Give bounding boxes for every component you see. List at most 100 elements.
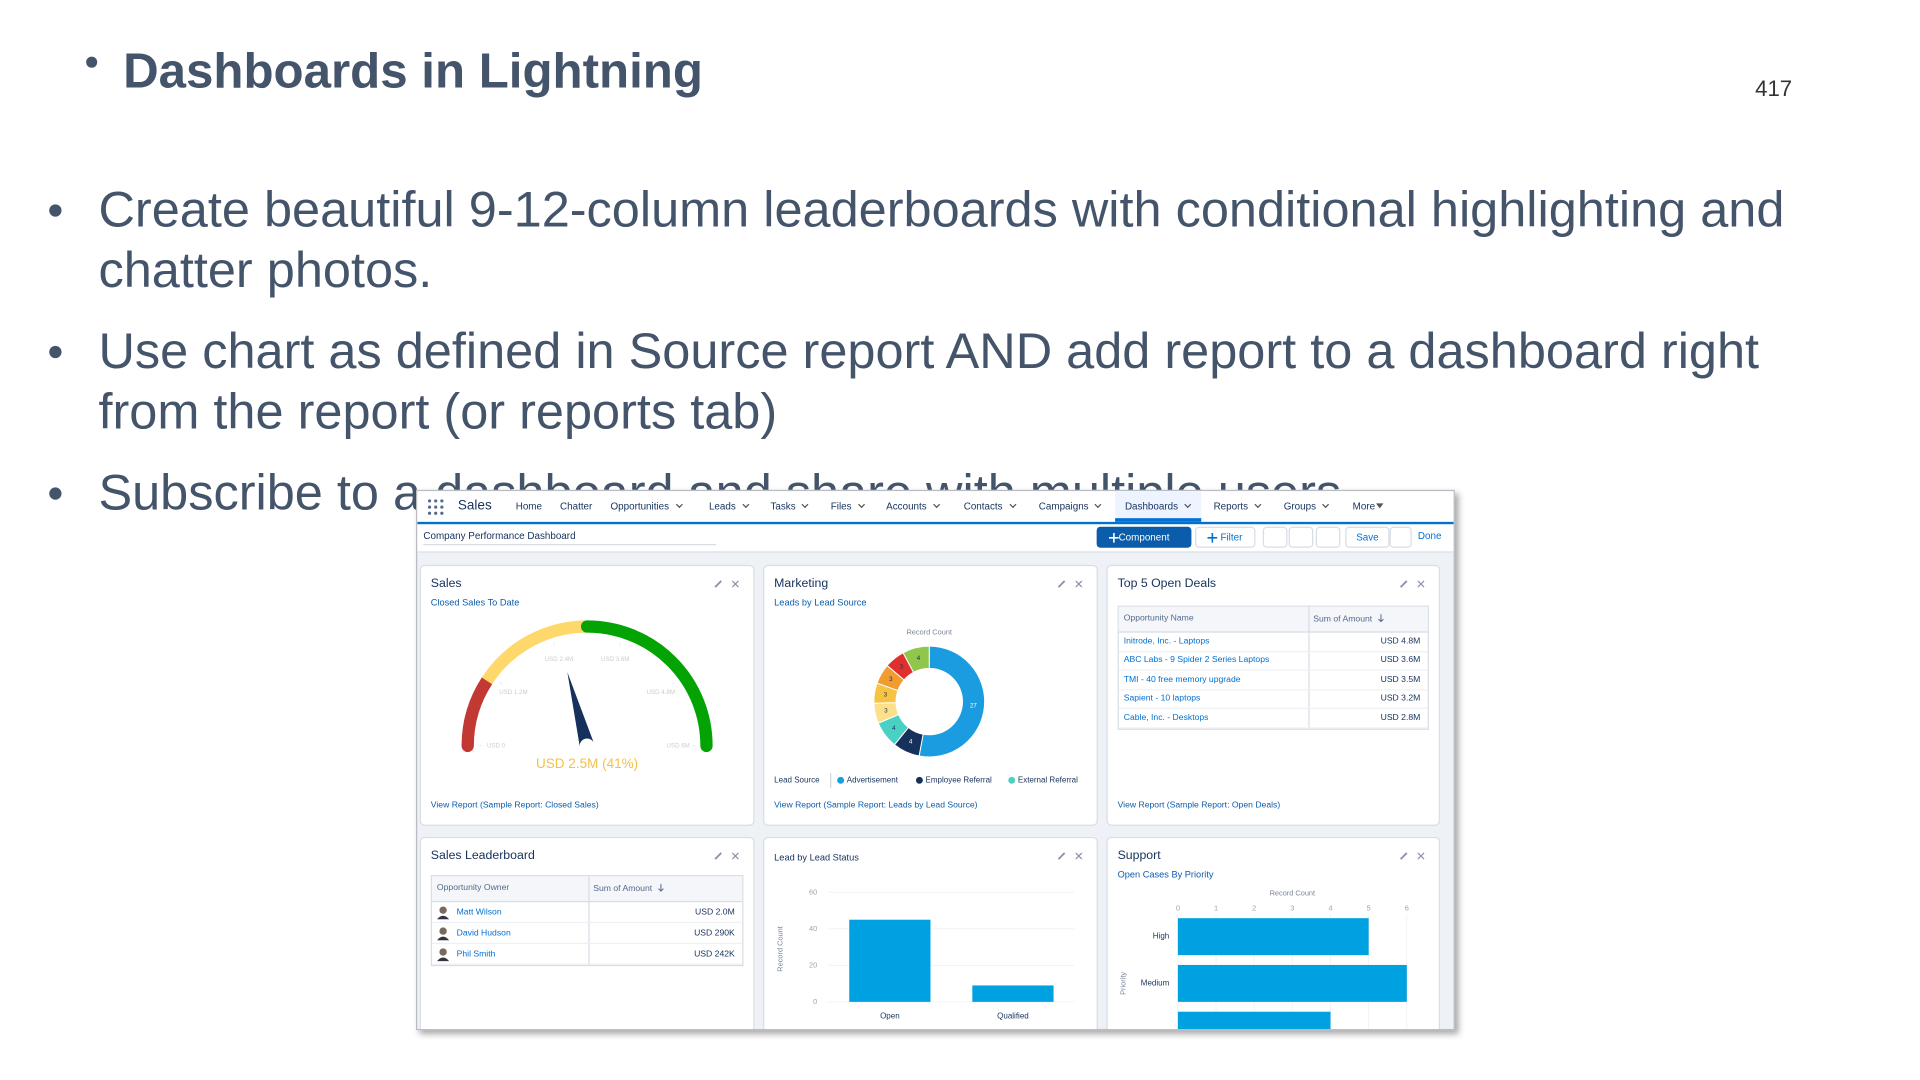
y-tick-label: 0 (813, 997, 817, 1006)
data-table: Opportunity Owner Sum of Amount Matt Wilso… (430, 875, 744, 967)
bullet: Use chart as defined in Source report AN… (49, 321, 1870, 442)
x-tick-label: 5 (1367, 903, 1371, 912)
row-divider (1118, 669, 1428, 671)
nav-item[interactable]: Home (515, 500, 542, 513)
done-button[interactable]: Done (1417, 530, 1442, 542)
save-button[interactable]: Save (1345, 526, 1390, 548)
nav-item[interactable]: Chatter (560, 500, 593, 513)
avatar-body (436, 936, 450, 941)
close-icon[interactable] (731, 580, 739, 588)
component-title: Sales (430, 577, 462, 591)
cell-name[interactable]: Matt Wilson (456, 907, 502, 917)
component-subtitle: Closed Sales To Date (430, 596, 520, 609)
sort-icon (1377, 614, 1384, 623)
segment-label: 3 (884, 691, 888, 698)
plus-stroke (1108, 532, 1119, 543)
cell-name[interactable]: Phil Smith (456, 949, 496, 959)
undo-button[interactable] (1262, 526, 1288, 548)
edit-icon[interactable] (1399, 852, 1408, 860)
launcher-dot (434, 499, 438, 503)
edit-icon[interactable] (714, 580, 722, 588)
cell-amount: USD 290K (694, 928, 735, 938)
dashboard-name[interactable]: Company Performance Dashboard (423, 530, 717, 546)
donut-segment (893, 726, 924, 757)
column-divider (1308, 606, 1310, 729)
nav-item[interactable]: Opportunities (610, 501, 681, 512)
edit-icon[interactable] (1399, 580, 1408, 588)
gauge-tick-label: USD 0 (487, 742, 506, 749)
save-menu-button[interactable] (1389, 526, 1412, 548)
column-header[interactable]: Opportunity Name (1123, 614, 1194, 623)
nav-item[interactable]: Leads (709, 501, 748, 512)
x-tick-label: 1 (1214, 903, 1218, 912)
row-divider (432, 942, 743, 945)
dashboard-component: Sales Leaderboard Opportunity Owner Sum of… (419, 836, 755, 1029)
filter-button-label[interactable]: Filter (1220, 531, 1243, 543)
nav-item[interactable]: Reports (1214, 501, 1261, 512)
view-report-link[interactable]: View Report (Sample Report: Open Deals) (1117, 801, 1281, 810)
sort-arrow (1377, 614, 1384, 623)
nav-item[interactable]: More (1353, 501, 1384, 512)
cell-name[interactable]: Sapient - 10 laptops (1123, 694, 1201, 704)
component-button-label[interactable]: Component (1118, 531, 1170, 543)
view-report-link[interactable]: View Report (Sample Report: Closed Sales… (430, 801, 599, 810)
dashboard-component: Support Open Cases By Priority Record Coun… (1106, 836, 1441, 1029)
column-header[interactable]: Sum of Amount (1313, 614, 1384, 624)
nav-item[interactable]: Files (831, 501, 864, 512)
launcher-dot (427, 505, 432, 509)
avatar (436, 927, 450, 941)
column-header[interactable]: Opportunity Owner (436, 883, 510, 893)
nav-item[interactable]: Groups (1284, 501, 1329, 512)
filter-button[interactable]: Filter (1195, 526, 1256, 548)
cell-name[interactable]: David Hudson (456, 928, 511, 938)
redo-button[interactable] (1288, 526, 1314, 548)
x-tick-label: 6 (1405, 903, 1409, 912)
plus-icon (1207, 532, 1218, 543)
close-icon[interactable] (1075, 580, 1083, 588)
x-tick-label: 0 (1176, 903, 1180, 912)
cell-name[interactable]: TMI - 40 free memory upgrade (1123, 675, 1241, 685)
donut-segment (902, 645, 930, 673)
bullet-list: Create beautiful 9-12-column leaderboard… (49, 180, 1870, 544)
nav-item[interactable]: Dashboards (1125, 501, 1190, 512)
view-report-link[interactable]: View Report (Sample Report: Leads by Lea… (774, 801, 978, 810)
cell-amount: USD 242K (694, 949, 735, 959)
column-header[interactable]: Sum of Amount (593, 883, 664, 894)
save-button-label[interactable]: Save (1356, 531, 1379, 543)
close-icon[interactable] (1075, 852, 1083, 860)
close-icon[interactable] (731, 852, 739, 860)
cell-amount: USD 3.5M (1380, 675, 1421, 685)
row-divider (1118, 688, 1428, 690)
edit-icon[interactable] (1057, 580, 1066, 588)
edit-icon[interactable] (1057, 852, 1066, 860)
component-button[interactable]: Component (1096, 526, 1192, 548)
settings-button[interactable] (1315, 526, 1341, 548)
cell-name[interactable]: Initrode, Inc. - Laptops (1123, 637, 1210, 646)
cell-amount: USD 2.0M (695, 907, 735, 917)
nav-item[interactable]: Campaigns (1039, 501, 1101, 512)
app-launcher[interactable] (427, 498, 444, 515)
avatar-body (436, 915, 450, 920)
close-icon[interactable] (1417, 580, 1425, 588)
nav-item[interactable]: Contacts (964, 501, 1015, 512)
bar (1177, 1011, 1331, 1029)
row-divider (1118, 707, 1428, 709)
chart: Record Count Priority 0 1 2 3 4 5 6 High Medium (1119, 889, 1409, 1029)
cell-name[interactable]: ABC Labs - 9 Spider 2 Series Laptops (1123, 656, 1270, 665)
nav-item[interactable]: Tasks (770, 501, 807, 512)
cell-name[interactable]: Cable, Inc. - Desktops (1123, 713, 1209, 723)
edit-icon[interactable] (714, 852, 722, 860)
avatar (436, 948, 450, 962)
close-icon[interactable] (1417, 852, 1425, 860)
avatar (436, 906, 450, 920)
row-divider (1118, 650, 1428, 652)
nav-item[interactable]: Accounts (886, 501, 939, 512)
legend-swatch (837, 776, 845, 784)
page-number: 417 (1755, 76, 1793, 101)
donut-segment (918, 645, 986, 758)
avatar-head (439, 927, 447, 935)
gauge-tick (671, 681, 675, 685)
column-divider (588, 876, 590, 965)
panel-icons (714, 852, 739, 860)
